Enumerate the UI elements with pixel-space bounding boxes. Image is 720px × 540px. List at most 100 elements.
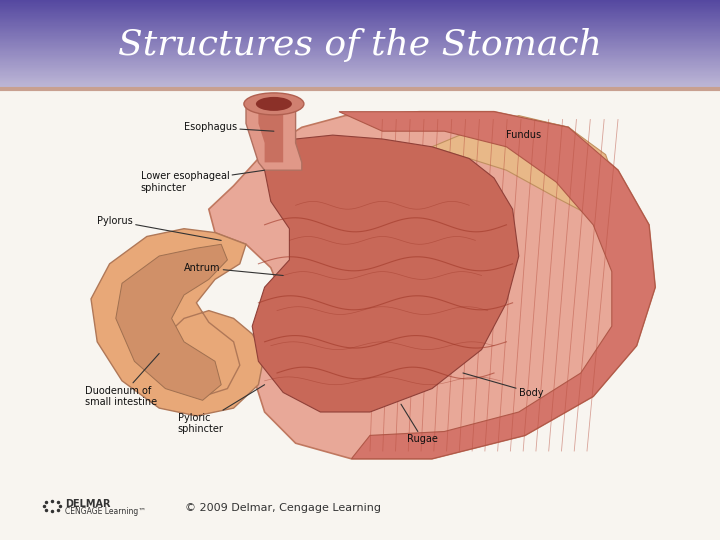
- Text: CENGAGE Learning™: CENGAGE Learning™: [65, 508, 146, 516]
- Bar: [0, 40, 720, 41]
- Text: © 2009 Delmar, Cengage Learning: © 2009 Delmar, Cengage Learning: [185, 503, 381, 513]
- Polygon shape: [91, 229, 265, 416]
- Polygon shape: [252, 135, 519, 412]
- Text: Body: Body: [463, 373, 544, 397]
- Bar: [0, 6, 720, 8]
- Bar: [0, 30, 720, 31]
- Bar: [0, 2, 720, 3]
- Text: Antrum: Antrum: [184, 262, 283, 275]
- Bar: [0, 33, 720, 35]
- Bar: [0, 1, 720, 2]
- Bar: [0, 5, 720, 6]
- Bar: [0, 4, 720, 5]
- Bar: [0, 81, 720, 82]
- Bar: [0, 0, 720, 1]
- Bar: [0, 25, 720, 26]
- Bar: [0, 88, 720, 89]
- Bar: [0, 19, 720, 20]
- Bar: [0, 67, 720, 68]
- Bar: [0, 16, 720, 17]
- Text: Esophagus: Esophagus: [184, 122, 274, 132]
- Bar: [0, 26, 720, 28]
- Bar: [0, 57, 720, 58]
- Text: DELMAR: DELMAR: [65, 499, 110, 509]
- Bar: [0, 66, 720, 67]
- Bar: [0, 23, 720, 24]
- Bar: [0, 84, 720, 85]
- Text: Pyloric
sphincter: Pyloric sphincter: [178, 384, 265, 435]
- Bar: [0, 47, 720, 48]
- Bar: [0, 49, 720, 50]
- Bar: [0, 53, 720, 55]
- Bar: [0, 29, 720, 30]
- Polygon shape: [209, 112, 655, 459]
- Bar: [0, 64, 720, 66]
- Bar: [0, 8, 720, 9]
- Bar: [0, 72, 720, 73]
- Bar: [0, 75, 720, 76]
- Bar: [0, 68, 720, 69]
- Bar: [0, 20, 720, 21]
- Bar: [0, 60, 720, 61]
- Bar: [0, 77, 720, 78]
- Text: Fundus: Fundus: [506, 130, 541, 140]
- Text: Rugae: Rugae: [401, 404, 438, 444]
- Bar: [0, 9, 720, 10]
- Bar: [0, 63, 720, 64]
- Bar: [0, 31, 720, 32]
- Bar: [0, 79, 720, 80]
- Text: Duodenum of
small intestine: Duodenum of small intestine: [85, 354, 159, 407]
- Bar: [0, 24, 720, 25]
- Bar: [0, 78, 720, 79]
- Bar: [0, 69, 720, 70]
- Bar: [0, 10, 720, 11]
- Bar: [0, 58, 720, 59]
- Ellipse shape: [256, 97, 292, 111]
- Bar: [0, 36, 720, 37]
- Bar: [0, 73, 720, 75]
- Bar: [0, 18, 720, 19]
- Bar: [0, 70, 720, 71]
- Bar: [0, 35, 720, 36]
- Bar: [0, 59, 720, 60]
- Bar: [0, 87, 720, 88]
- Bar: [0, 11, 720, 12]
- Text: Pylorus: Pylorus: [97, 216, 221, 240]
- Polygon shape: [339, 112, 655, 459]
- Bar: [0, 51, 720, 52]
- Bar: [0, 86, 720, 87]
- Bar: [0, 85, 720, 86]
- Bar: [0, 28, 720, 29]
- Bar: [0, 76, 720, 77]
- Bar: [0, 14, 720, 15]
- Text: Lower esophageal
sphincter: Lower esophageal sphincter: [140, 170, 265, 193]
- Bar: [0, 80, 720, 81]
- Bar: [0, 61, 720, 62]
- Bar: [0, 17, 720, 18]
- Bar: [0, 38, 720, 39]
- Bar: [0, 42, 720, 43]
- Ellipse shape: [244, 93, 304, 115]
- Text: Structures of the Stomach: Structures of the Stomach: [118, 28, 602, 62]
- Bar: [0, 82, 720, 84]
- Bar: [0, 32, 720, 33]
- Bar: [0, 39, 720, 40]
- Polygon shape: [432, 116, 618, 217]
- Bar: [0, 22, 720, 23]
- Bar: [0, 55, 720, 56]
- Bar: [0, 45, 720, 47]
- Bar: [0, 12, 720, 14]
- Polygon shape: [116, 244, 228, 400]
- Bar: [0, 71, 720, 72]
- Bar: [0, 52, 720, 53]
- Bar: [0, 3, 720, 4]
- Bar: [0, 44, 720, 45]
- Polygon shape: [246, 104, 302, 170]
- Bar: [0, 56, 720, 57]
- Bar: [0, 48, 720, 49]
- Bar: [0, 37, 720, 38]
- Bar: [0, 15, 720, 16]
- Bar: [0, 21, 720, 22]
- Polygon shape: [258, 104, 283, 163]
- Bar: [0, 50, 720, 51]
